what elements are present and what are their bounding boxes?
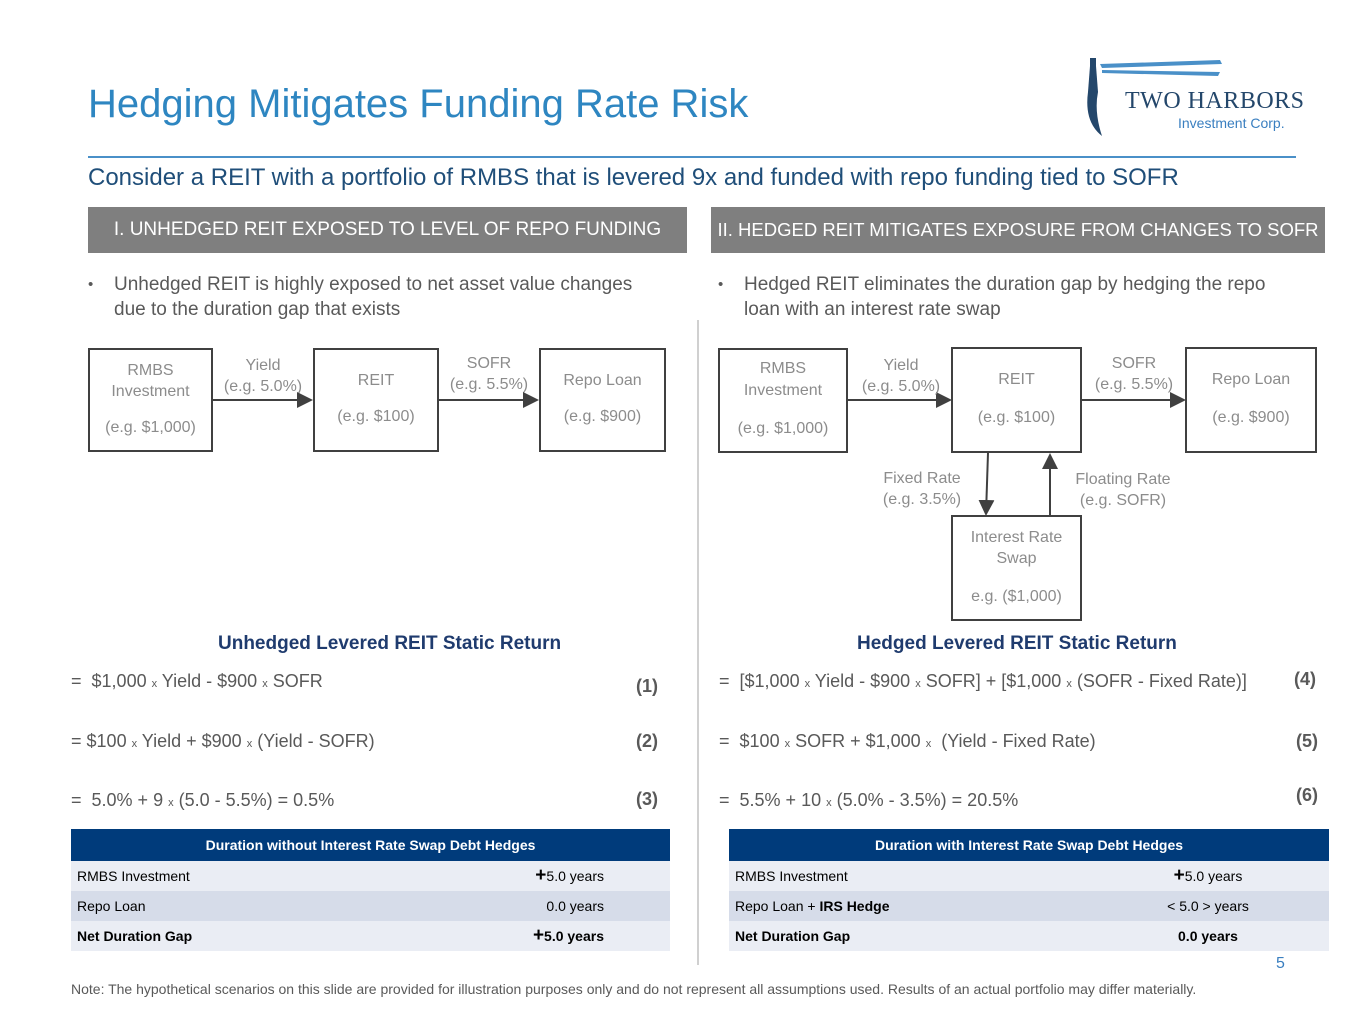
- lighthouse-icon: [1087, 58, 1222, 136]
- page-title: Hedging Mitigates Funding Rate Risk: [88, 82, 749, 126]
- table-row: Net Duration Gap +5.0 years: [71, 921, 670, 951]
- swap-label-line1: Interest Rate: [970, 529, 1063, 546]
- hedged-return-title: Hedged Levered REIT Static Return: [857, 633, 1177, 654]
- equation-2: = $100 x Yield + $900 x (Yield - SOFR): [71, 731, 375, 751]
- floating-value: (e.g. SOFR): [1079, 492, 1167, 509]
- right-sofr-label: SOFR (e.g. 5.5%): [1084, 353, 1184, 395]
- table-row: RMBS Investment +5.0 years: [729, 861, 1329, 891]
- left-repo-box: Repo Loan (e.g. $900): [539, 348, 666, 452]
- equation-4: = [$1,000 x Yield - $900 x SOFR] + [$1,0…: [719, 671, 1247, 691]
- unhedged-duration-table: Duration without Interest Rate Swap Debt…: [71, 829, 670, 951]
- logo-name: TWO HARBORS: [1125, 88, 1305, 114]
- yield-label: Yield: [883, 357, 919, 374]
- floating-rate-label: Floating Rate (e.g. SOFR): [1064, 469, 1182, 511]
- left-bullet: • Unhedged REIT is highly exposed to net…: [88, 272, 688, 324]
- repo-value: (e.g. $900): [1212, 409, 1290, 426]
- table-row: RMBS Investment +5.0 years: [71, 861, 670, 891]
- reit-label: REIT: [998, 371, 1035, 388]
- right-yield-label: Yield (e.g. 5.0%): [851, 355, 951, 397]
- title-divider: [88, 156, 1296, 158]
- fixed-label: Fixed Rate: [883, 470, 961, 487]
- yield-value: (e.g. 5.0%): [861, 378, 941, 395]
- right-section-header: II. HEDGED REIT MITIGATES EXPOSURE FROM …: [711, 207, 1325, 253]
- rmbs-label-line2: Investment: [111, 383, 190, 400]
- rmbs-label-line1: RMBS: [127, 362, 174, 379]
- right-repo-box: Repo Loan (e.g. $900): [1185, 347, 1317, 453]
- fixed-rate-arrow: [978, 452, 995, 516]
- right-bullet: • Hedged REIT eliminates the duration ga…: [718, 272, 1318, 324]
- rmbs-label-line2: Investment: [743, 382, 823, 399]
- rmbs-value: (e.g. $1,000): [105, 419, 196, 436]
- reit-label: REIT: [357, 372, 395, 389]
- page-number: 5: [1276, 955, 1285, 972]
- bullet-icon: •: [88, 276, 94, 293]
- bullet-icon: •: [718, 276, 724, 293]
- yield-label: Yield: [245, 357, 281, 374]
- table-header: Duration with Interest Rate Swap Debt He…: [729, 829, 1329, 861]
- reit-value: (e.g. $100): [977, 409, 1056, 426]
- equation-4-number: (4): [1294, 669, 1316, 689]
- sofr-value: (e.g. 5.5%): [449, 376, 529, 393]
- rmbs-value: (e.g. $1,000): [737, 420, 829, 437]
- left-bullet-line2: due to the duration gap that exists: [114, 299, 401, 320]
- yield-value: (e.g. 5.0%): [223, 378, 303, 395]
- reit-value: (e.g. $100): [337, 408, 415, 425]
- left-yield-label: Yield (e.g. 5.0%): [213, 355, 313, 397]
- hedged-duration-table: Duration with Interest Rate Swap Debt He…: [729, 829, 1329, 951]
- column-divider: [697, 320, 699, 965]
- sofr-value: (e.g. 5.5%): [1094, 376, 1174, 393]
- table-header: Duration without Interest Rate Swap Debt…: [71, 829, 670, 861]
- right-bullet-line1: Hedged REIT eliminates the duration gap …: [744, 274, 1266, 295]
- left-reit-box: REIT (e.g. $100): [313, 348, 439, 452]
- swap-value: e.g. ($1,000): [971, 588, 1062, 605]
- repo-label: Repo Loan: [1211, 371, 1291, 388]
- equation-5-number: (5): [1296, 731, 1318, 751]
- left-rmbs-box: RMBS Investment (e.g. $1,000): [88, 348, 213, 452]
- fixed-value: (e.g. 3.5%): [882, 491, 962, 508]
- table-row: Repo Loan + IRS Hedge < 5.0 > years: [729, 891, 1329, 921]
- equation-6-number: (6): [1296, 785, 1318, 805]
- left-sofr-label: SOFR (e.g. 5.5%): [439, 353, 539, 395]
- equation-3: = 5.0% + 9 x (5.0 - 5.5%) = 0.5%: [71, 790, 335, 810]
- repo-value: (e.g. $900): [563, 408, 642, 425]
- floating-label: Floating Rate: [1075, 471, 1171, 488]
- table-row: Repo Loan 0.0 years: [71, 891, 670, 921]
- right-rmbs-box: RMBS Investment (e.g. $1,000): [718, 348, 848, 453]
- sofr-label: SOFR: [466, 355, 512, 372]
- table-row: Net Duration Gap 0.0 years: [729, 921, 1329, 951]
- left-bullet-line1: Unhedged REIT is highly exposed to net a…: [114, 274, 633, 295]
- equation-6: = 5.5% + 10 x (5.0% - 3.5%) = 20.5%: [719, 790, 1019, 810]
- two-harbors-logo: [1080, 52, 1310, 144]
- unhedged-return-title: Unhedged Levered REIT Static Return: [218, 633, 562, 654]
- right-reit-box: REIT (e.g. $100): [951, 347, 1082, 453]
- fixed-rate-label: Fixed Rate (e.g. 3.5%): [872, 468, 972, 510]
- left-section-header: I. UNHEDGED REIT EXPOSED TO LEVEL OF REP…: [88, 207, 687, 253]
- equation-1-number: (1): [636, 676, 658, 696]
- sofr-label: SOFR: [1111, 355, 1157, 372]
- repo-label: Repo Loan: [563, 372, 642, 389]
- rmbs-label-line1: RMBS: [759, 360, 807, 377]
- right-bullet-line2: loan with an interest rate swap: [744, 299, 1001, 320]
- equation-5: = $100 x SOFR + $1,000 x (Yield - Fixed …: [719, 731, 1096, 751]
- equation-3-number: (3): [636, 789, 658, 809]
- equation-1: = $1,000 x Yield - $900 x SOFR: [71, 671, 323, 691]
- swap-label-line2: Swap: [996, 550, 1037, 567]
- page-subtitle: Consider a REIT with a portfolio of RMBS…: [88, 164, 1179, 191]
- footnote: Note: The hypothetical scenarios on this…: [71, 981, 1197, 997]
- swap-box: Interest Rate Swap e.g. ($1,000): [951, 515, 1082, 621]
- equation-2-number: (2): [636, 731, 658, 751]
- logo-subtitle: Investment Corp.: [1178, 115, 1285, 131]
